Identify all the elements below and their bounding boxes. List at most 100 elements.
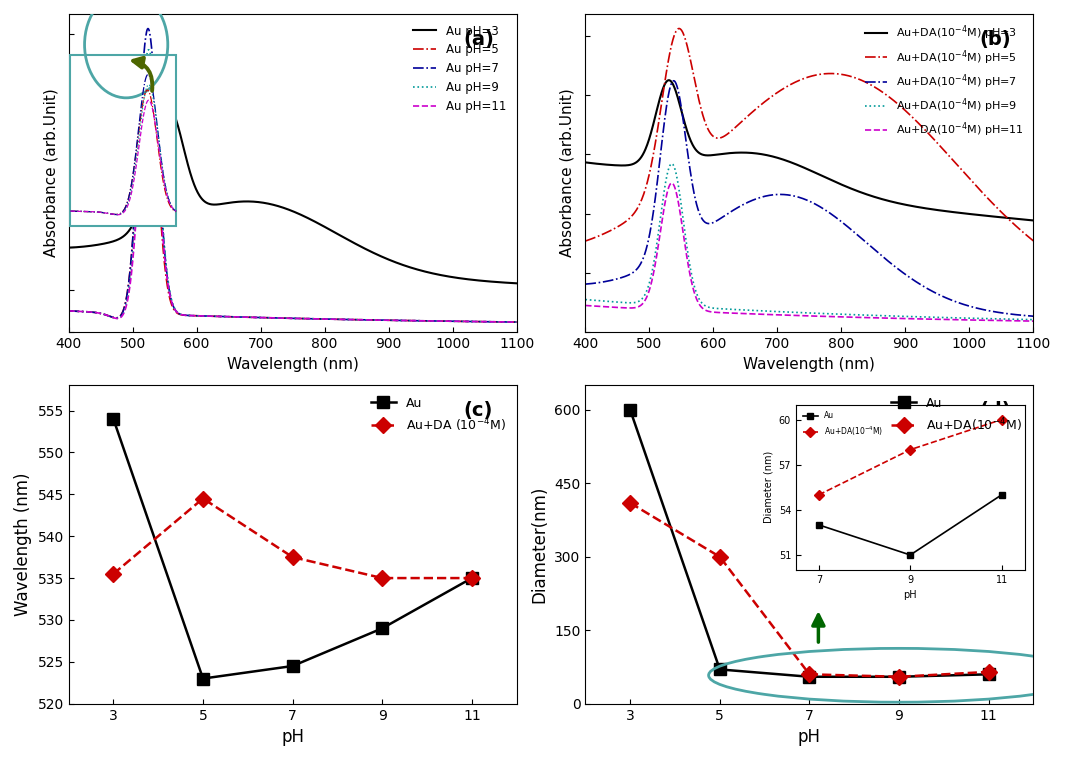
Line: Au pH=3: Au pH=3 [68,106,517,283]
Au pH=9 [510,318,523,327]
Au+DA(10$^{-4}$M) pH=7 [929,288,941,297]
Au [106,414,119,423]
Au pH=11 [244,312,257,321]
Au pH=9 [371,315,383,325]
Au [376,624,389,633]
Au pH=5 [142,56,154,65]
Au+DA(10$^{-4}$M) pH=9 [937,313,950,322]
Line: Au: Au [108,413,477,684]
Au+DA(10$^{-4}$M) [624,499,637,508]
Au+DA(10$^{-4}$M) pH=3 [887,198,900,207]
Au+DA(10$^{-4}$M) pH=11 [666,179,678,188]
Au+DA(10$^{-4}$M) pH=3 [625,160,638,169]
Au+DA(10$^{-4}$M) pH=5 [673,24,686,33]
X-axis label: pH: pH [281,728,305,746]
Line: Au+DA(10$^{-4}$M) pH=7: Au+DA(10$^{-4}$M) pH=7 [586,81,1033,316]
Au+DA(10$^{-4}$M) pH=3 [929,205,941,214]
Au+DA(10$^{-4}$M) pH=9 [625,298,638,307]
Y-axis label: Absorbance (arb.Unit): Absorbance (arb.Unit) [44,89,59,258]
Au+DA(10$^{-4}$M) pH=9 [1027,315,1039,325]
Au pH=11 [510,318,523,327]
Au+DA(10$^{-4}$M) pH=9 [666,159,678,168]
Line: Au pH=5: Au pH=5 [68,61,517,322]
Au+DA(10$^{-4}$M) pH=11 [625,303,638,312]
Au pH=3 [420,268,432,277]
Line: Au pH=11: Au pH=11 [68,82,517,322]
Au+DA(10$^{-4}$M) pH=9 [887,312,900,321]
Au pH=11 [412,316,425,325]
Au pH=5 [420,316,432,325]
Au pH=7 [510,318,523,327]
X-axis label: pH: pH [798,728,821,746]
Line: Au pH=9: Au pH=9 [68,49,517,322]
Au pH=11 [420,316,432,325]
Au pH=11 [108,313,120,322]
Au+DA (10$^{-4}$M) [197,494,210,503]
Au+DA(10$^{-4}$M) pH=7 [776,190,789,199]
Au [892,672,905,681]
Legend: Au, Au+DA(10$^{-4}$M): Au, Au+DA(10$^{-4}$M) [886,391,1028,439]
Au+DA(10$^{-4}$M) pH=3 [760,150,773,160]
Au pH=7 [420,316,432,325]
Legend: Au+DA(10$^{-4}$M) pH=3, Au+DA(10$^{-4}$M) pH=5, Au+DA(10$^{-4}$M) pH=7, Au+DA(10: Au+DA(10$^{-4}$M) pH=3, Au+DA(10$^{-4}$M… [861,20,1028,144]
Au+DA(10$^{-4}$M) pH=5 [937,145,950,154]
Au+DA(10$^{-4}$M) [714,553,726,562]
Au pH=7 [244,312,257,321]
Au pH=5 [260,313,273,322]
Au+DA(10$^{-4}$M) pH=3 [662,76,675,85]
Au pH=11 [62,306,75,315]
Au+DA(10$^{-4}$M) pH=5 [887,96,900,105]
Au+DA(10$^{-4}$M) pH=11 [776,311,789,320]
Au pH=3 [162,102,175,111]
Au pH=3 [244,197,257,206]
Au [982,670,995,679]
Au pH=9 [108,313,120,322]
Au+DA(10$^{-4}$M) pH=5 [1027,236,1039,245]
Au+DA(10$^{-4}$M) pH=5 [776,84,789,93]
Line: Au pH=7: Au pH=7 [68,29,517,322]
Line: Au+DA(10$^{-4}$M): Au+DA(10$^{-4}$M) [624,497,995,682]
Au pH=5 [244,312,257,321]
Au+DA(10$^{-4}$M) pH=9 [776,307,789,316]
Au+DA(10$^{-4}$M) pH=11 [929,315,941,324]
Au pH=3 [260,198,273,207]
Au+DA(10$^{-4}$M) pH=5 [929,136,941,145]
Line: Au+DA(10$^{-4}$M) pH=3: Au+DA(10$^{-4}$M) pH=3 [586,81,1033,220]
Au+DA(10$^{-4}$M) pH=11 [760,310,773,319]
Y-axis label: Diameter(nm): Diameter(nm) [530,486,548,603]
Au [624,405,637,414]
Au+DA (10$^{-4}$M) [465,574,478,583]
Au pH=5 [62,306,75,315]
Au pH=3 [108,236,120,245]
FancyArrowPatch shape [133,58,152,90]
Au pH=5 [371,315,383,325]
Au+DA(10$^{-4}$M) pH=5 [760,96,773,105]
Au [465,574,478,583]
Legend: Au pH=3, Au pH=5, Au pH=7, Au pH=9, Au pH=11: Au pH=3, Au pH=5, Au pH=7, Au pH=9, Au p… [408,20,511,118]
Au pH=9 [412,316,425,325]
Au pH=3 [412,265,425,274]
Au pH=11 [260,313,273,322]
Au [286,661,299,670]
Text: (c): (c) [463,401,492,420]
Au [197,674,210,683]
Line: Au+DA(10$^{-4}$M) pH=11: Au+DA(10$^{-4}$M) pH=11 [586,183,1033,321]
Au pH=3 [371,250,383,259]
Au pH=9 [244,312,257,321]
Au pH=7 [260,313,273,322]
Au+DA (10$^{-4}$M) [106,569,119,578]
Au+DA(10$^{-4}$M) pH=7 [668,76,681,85]
Au pH=5 [108,313,120,322]
Au pH=9 [420,316,432,325]
Au pH=7 [62,306,75,315]
Au+DA(10$^{-4}$M) pH=7 [579,280,592,289]
Au pH=7 [108,313,120,322]
Au pH=11 [371,315,383,325]
Au pH=11 [143,78,155,87]
Au pH=5 [412,316,425,325]
Legend: Au, Au+DA (10$^{-4}$M): Au, Au+DA (10$^{-4}$M) [365,391,510,439]
Au+DA(10$^{-4}$M) [892,672,905,681]
Text: (d): (d) [980,401,1012,420]
Text: (a): (a) [463,30,494,49]
Au pH=7 [142,24,154,33]
